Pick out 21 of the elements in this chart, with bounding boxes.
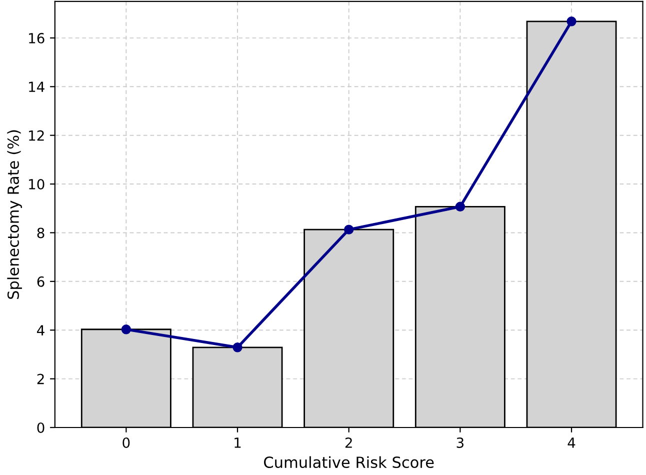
y-tick-label: 8: [37, 228, 44, 238]
y-tick-label: 12: [29, 130, 44, 141]
y-axis-title: Splenectomy Rate (%): [7, 130, 22, 299]
x-axis-title: Cumulative Risk Score: [264, 456, 434, 468]
point: [566, 16, 576, 26]
x-tick-label: 3: [456, 437, 464, 448]
y-tick-label: 16: [29, 32, 44, 44]
x-tick-label: 2: [345, 437, 352, 448]
x-tick-label: 4: [568, 438, 576, 448]
point: [455, 202, 466, 212]
y-tick-label: 14: [29, 82, 44, 92]
y-tick-label: 10: [29, 178, 44, 190]
x-tick-label: 1: [234, 438, 241, 448]
point: [344, 224, 354, 234]
point: [121, 324, 132, 334]
y-tick-label: 2: [37, 374, 44, 384]
y-tick-label: 0: [37, 422, 44, 433]
x-tick-label: 0: [122, 437, 130, 448]
y-tick-label: 6: [37, 276, 44, 287]
point: [232, 342, 242, 352]
y-tick-label: 4: [37, 325, 44, 336]
